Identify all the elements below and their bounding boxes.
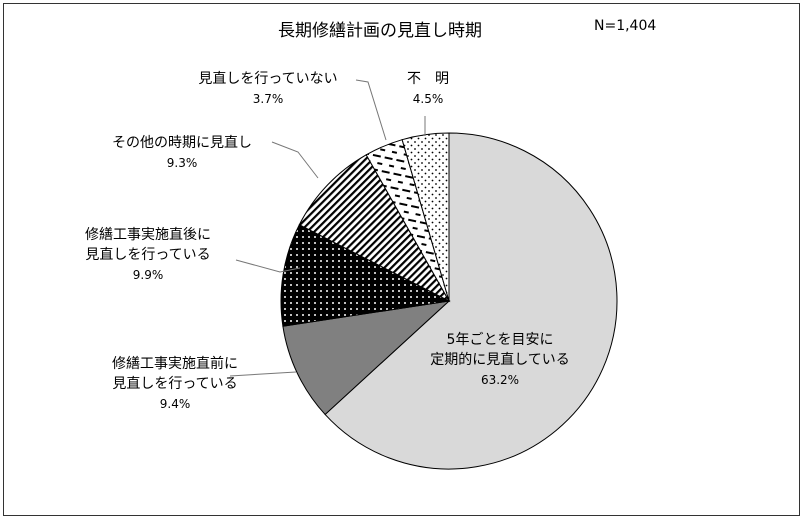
slice-label-3: その他の時期に見直し 9.3%: [72, 133, 292, 173]
slice-label-5: 不 明 4.5%: [318, 69, 538, 109]
slice-percent: 4.5%: [412, 92, 444, 106]
slice-label-line: その他の時期に見直し: [112, 135, 252, 151]
pie-slice-2: [280, 224, 451, 327]
pie-slice-3: [298, 154, 451, 303]
chart-title: 長期修繕計画の見直し時期: [278, 21, 482, 41]
slice-label-1: 修繕工事実施直前に 見直しを行っている 9.4%: [65, 354, 285, 414]
leader-line-1: [229, 371, 297, 377]
slice-percent: 63.2%: [480, 373, 520, 387]
slice-label-line: 不 明: [407, 71, 449, 87]
leader-line-3: [271, 141, 319, 179]
leader-line-4: [355, 79, 387, 141]
leader-line-2: [235, 259, 301, 273]
slice-label-line: 見直しを行っていない: [198, 71, 338, 87]
slice-label-line: 5年ごとを目安に: [446, 332, 554, 348]
slice-label-line: 見直しを行っている: [112, 376, 238, 392]
slice-label-4: 見直しを行っていない 3.7%: [158, 69, 378, 109]
chart-frame: [3, 3, 800, 516]
slice-label-2: 修繕工事実施直後に 見直しを行っている 9.9%: [38, 225, 258, 285]
slice-label-0: 5年ごとを目安に 定期的に見直している 63.2%: [390, 330, 610, 390]
slice-label-line: 見直しを行っている: [85, 247, 211, 263]
sample-size-label: N=1,404: [594, 18, 657, 34]
pie-slice-0: [324, 132, 618, 470]
slice-percent: 3.7%: [252, 92, 284, 106]
slice-percent: 9.9%: [132, 268, 164, 282]
slice-label-line: 修繕工事実施直後に: [85, 227, 211, 243]
slice-percent: 9.4%: [159, 397, 191, 411]
pie-slice-1: [282, 300, 451, 416]
slice-percent: 9.3%: [166, 156, 198, 170]
slice-label-line: 修繕工事実施直前に: [112, 356, 238, 372]
slice-label-line: 定期的に見直している: [430, 352, 570, 368]
